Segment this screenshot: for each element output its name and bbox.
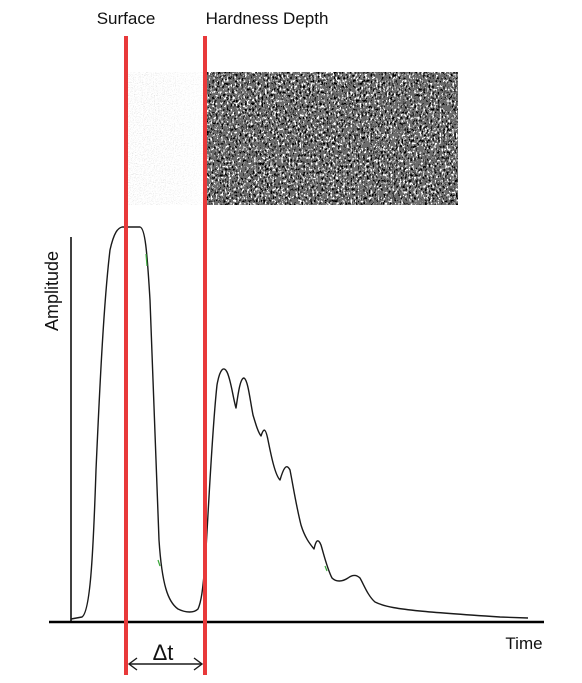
curve-highlight-mark <box>145 253 148 267</box>
hardness-depth-label: Hardness Depth <box>206 9 329 28</box>
surface-label: Surface <box>97 9 156 28</box>
curve-highlight-mark <box>157 559 161 567</box>
micrograph-image <box>127 72 458 205</box>
y-axis-label: Amplitude <box>42 251 62 331</box>
amplitude-curve <box>70 226 529 620</box>
delta-t-arrow <box>127 657 204 671</box>
delta-t-label: Δt <box>153 640 174 665</box>
curve-highlight-mark <box>324 565 328 572</box>
x-axis-label: Time <box>505 634 542 653</box>
